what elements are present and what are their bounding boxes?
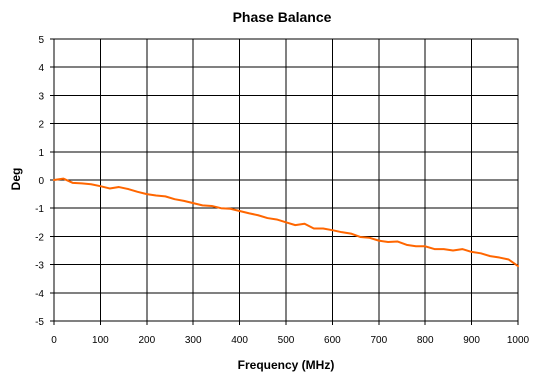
x-tick-label: 400 (231, 335, 248, 346)
x-tick-label: 700 (370, 335, 387, 346)
y-tick-label: -5 (35, 317, 44, 328)
x-tick-label: 1000 (507, 335, 530, 346)
x-tick-label: 100 (92, 335, 109, 346)
y-tick-label: -1 (35, 204, 44, 215)
y-axis-label: Deg (9, 168, 23, 191)
y-tick-label: -4 (35, 289, 44, 300)
x-tick-label: 500 (278, 335, 295, 346)
x-tick-label: 0 (51, 335, 57, 346)
y-tick-label: -2 (35, 232, 44, 243)
x-tick-label: 200 (138, 335, 155, 346)
x-axis-label: Frequency (MHz) (238, 358, 335, 372)
y-tick-label: 1 (38, 148, 44, 159)
chart-title: Phase Balance (233, 9, 332, 25)
plot-area: 0 100 200 300 400 500 600 700 800 900 1000 5 4 3 2 1 0 -1… (35, 35, 529, 346)
x-tick-label: 600 (324, 335, 341, 346)
x-tick-label: 800 (417, 335, 434, 346)
x-tick-label: 900 (463, 335, 480, 346)
y-tick-label: 5 (38, 35, 44, 46)
x-tick-label: 300 (185, 335, 202, 346)
y-tick-label: 2 (38, 120, 44, 131)
y-tick-label: 3 (38, 91, 44, 102)
y-tick-label: 4 (38, 63, 44, 74)
y-tick-label: 0 (38, 176, 44, 187)
y-tick-label: -3 (35, 261, 44, 272)
